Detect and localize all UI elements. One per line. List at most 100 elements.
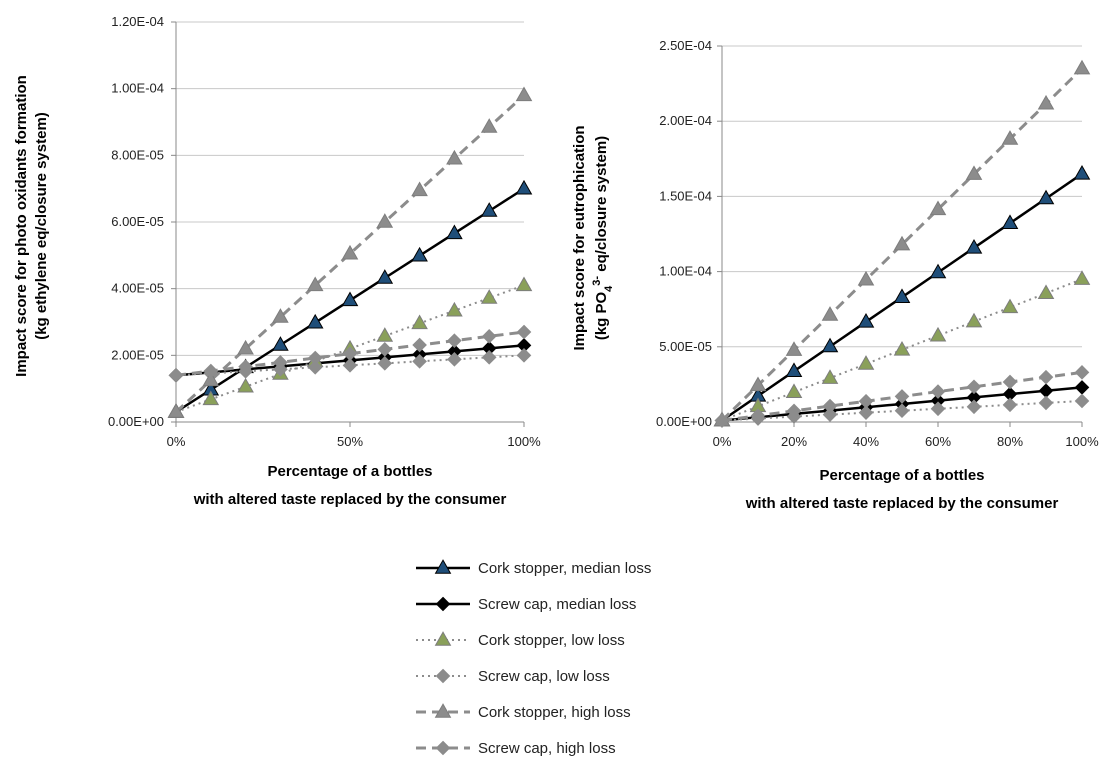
data-point xyxy=(1001,298,1019,314)
y-tick-label: 6.00E-05 xyxy=(111,214,164,229)
data-point xyxy=(342,358,358,373)
data-point xyxy=(307,350,323,366)
data-point xyxy=(1001,130,1019,145)
data-point xyxy=(341,291,359,307)
data-point xyxy=(202,371,220,387)
x-tick-label: 100% xyxy=(1065,434,1099,449)
data-point xyxy=(515,86,533,102)
series-line xyxy=(720,67,1084,422)
data-point xyxy=(750,408,766,423)
series-line xyxy=(175,330,525,377)
data-point xyxy=(446,301,463,317)
data-point xyxy=(785,383,803,399)
data-point xyxy=(412,337,427,353)
x-tick-label: 50% xyxy=(337,434,363,449)
legend-label: Cork stopper, high loss xyxy=(478,704,631,721)
legend-item: Screw cap, low loss xyxy=(416,668,610,685)
data-point xyxy=(411,181,428,197)
data-point xyxy=(516,324,532,340)
legend-marker xyxy=(434,703,452,718)
y-tick-label: 0.00E+00 xyxy=(108,414,164,429)
data-point xyxy=(412,354,427,369)
data-point xyxy=(1074,365,1090,380)
data-point xyxy=(376,327,394,342)
x-tick-label: 80% xyxy=(997,434,1023,449)
data-point xyxy=(966,399,982,415)
x-tick-label: 0% xyxy=(167,434,186,449)
photo-oxidants-chart: 0.00E+00 2.00E-05 4.00E-05 6.00E-05 8.00E-05… xyxy=(13,14,541,508)
data-point xyxy=(930,384,946,399)
data-point xyxy=(480,289,498,304)
data-point xyxy=(446,224,463,240)
data-point xyxy=(447,333,462,348)
x-axis-title: with altered taste replaced by the consu… xyxy=(745,495,1059,512)
x-tick-label: 0% xyxy=(713,434,732,449)
data-point xyxy=(237,377,254,393)
y-tick-label: 1.50E-04 xyxy=(659,188,712,203)
data-point xyxy=(168,368,184,383)
chart-legend: Cork stopper, median loss Screw cap, medi… xyxy=(416,559,651,757)
x-axis-title: Percentage of a bottles xyxy=(819,467,984,484)
data-point xyxy=(786,403,802,419)
x-axis-title: Percentage of a bottles xyxy=(267,463,432,480)
data-point xyxy=(377,356,393,371)
data-point xyxy=(894,403,910,419)
legend-label: Screw cap, low loss xyxy=(478,668,610,685)
data-point xyxy=(857,270,875,286)
x-tick-label: 100% xyxy=(507,434,541,449)
legend-item: Cork stopper, high loss xyxy=(416,703,631,721)
data-point xyxy=(821,337,839,353)
data-point xyxy=(1002,397,1018,413)
data-point xyxy=(167,403,185,418)
data-point xyxy=(785,362,803,377)
data-point xyxy=(411,314,428,330)
data-point xyxy=(930,401,946,417)
data-point xyxy=(342,346,358,361)
data-point xyxy=(272,308,289,323)
data-point xyxy=(893,288,911,303)
data-point xyxy=(376,269,394,284)
data-point xyxy=(1037,284,1055,300)
legend-label: Screw cap, median loss xyxy=(478,596,636,613)
data-point xyxy=(272,336,289,351)
data-point xyxy=(237,339,254,355)
data-point xyxy=(516,348,532,363)
y-tick-label: 2.50E-04 xyxy=(659,38,712,53)
data-point xyxy=(858,405,874,420)
data-point xyxy=(822,398,838,414)
data-point xyxy=(481,350,497,365)
series-line xyxy=(175,284,525,413)
y-tick-label: 4.00E-05 xyxy=(111,281,164,296)
data-point xyxy=(821,306,839,321)
data-point xyxy=(480,202,498,217)
legend-label: Cork stopper, low loss xyxy=(478,632,625,649)
data-point xyxy=(965,239,983,254)
y-tick-label: 2.00E-05 xyxy=(111,347,164,362)
data-point xyxy=(929,263,947,279)
y-axis-title: Impact score for photo oxidants formatio… xyxy=(13,75,30,377)
data-point xyxy=(858,393,874,409)
y-tick-label: 1.20E-04 xyxy=(111,14,164,29)
y-axis-title: (kg ethylene eq/closure system) xyxy=(33,112,50,340)
x-tick-label: 40% xyxy=(853,434,879,449)
legend-item: Cork stopper, median loss xyxy=(416,559,651,577)
data-point xyxy=(238,359,253,374)
data-point xyxy=(515,276,533,292)
data-point xyxy=(480,118,498,133)
data-point xyxy=(306,313,324,329)
eutrophication-chart: 0.00E+00 5.00E-05 1.00E-04 1.50E-04 2.00E-04… xyxy=(571,38,1099,512)
series-cork_median xyxy=(713,165,1091,427)
data-point xyxy=(714,413,730,428)
legend-item: Screw cap, high loss xyxy=(416,740,616,757)
data-point xyxy=(822,407,838,422)
data-point xyxy=(893,340,911,356)
legend-marker xyxy=(434,631,452,646)
x-tick-label: 20% xyxy=(781,434,807,449)
data-point xyxy=(376,213,394,228)
data-point xyxy=(377,342,393,357)
data-point xyxy=(203,363,219,379)
data-point xyxy=(1073,270,1091,285)
data-point xyxy=(1002,374,1018,390)
data-point xyxy=(1073,165,1091,180)
